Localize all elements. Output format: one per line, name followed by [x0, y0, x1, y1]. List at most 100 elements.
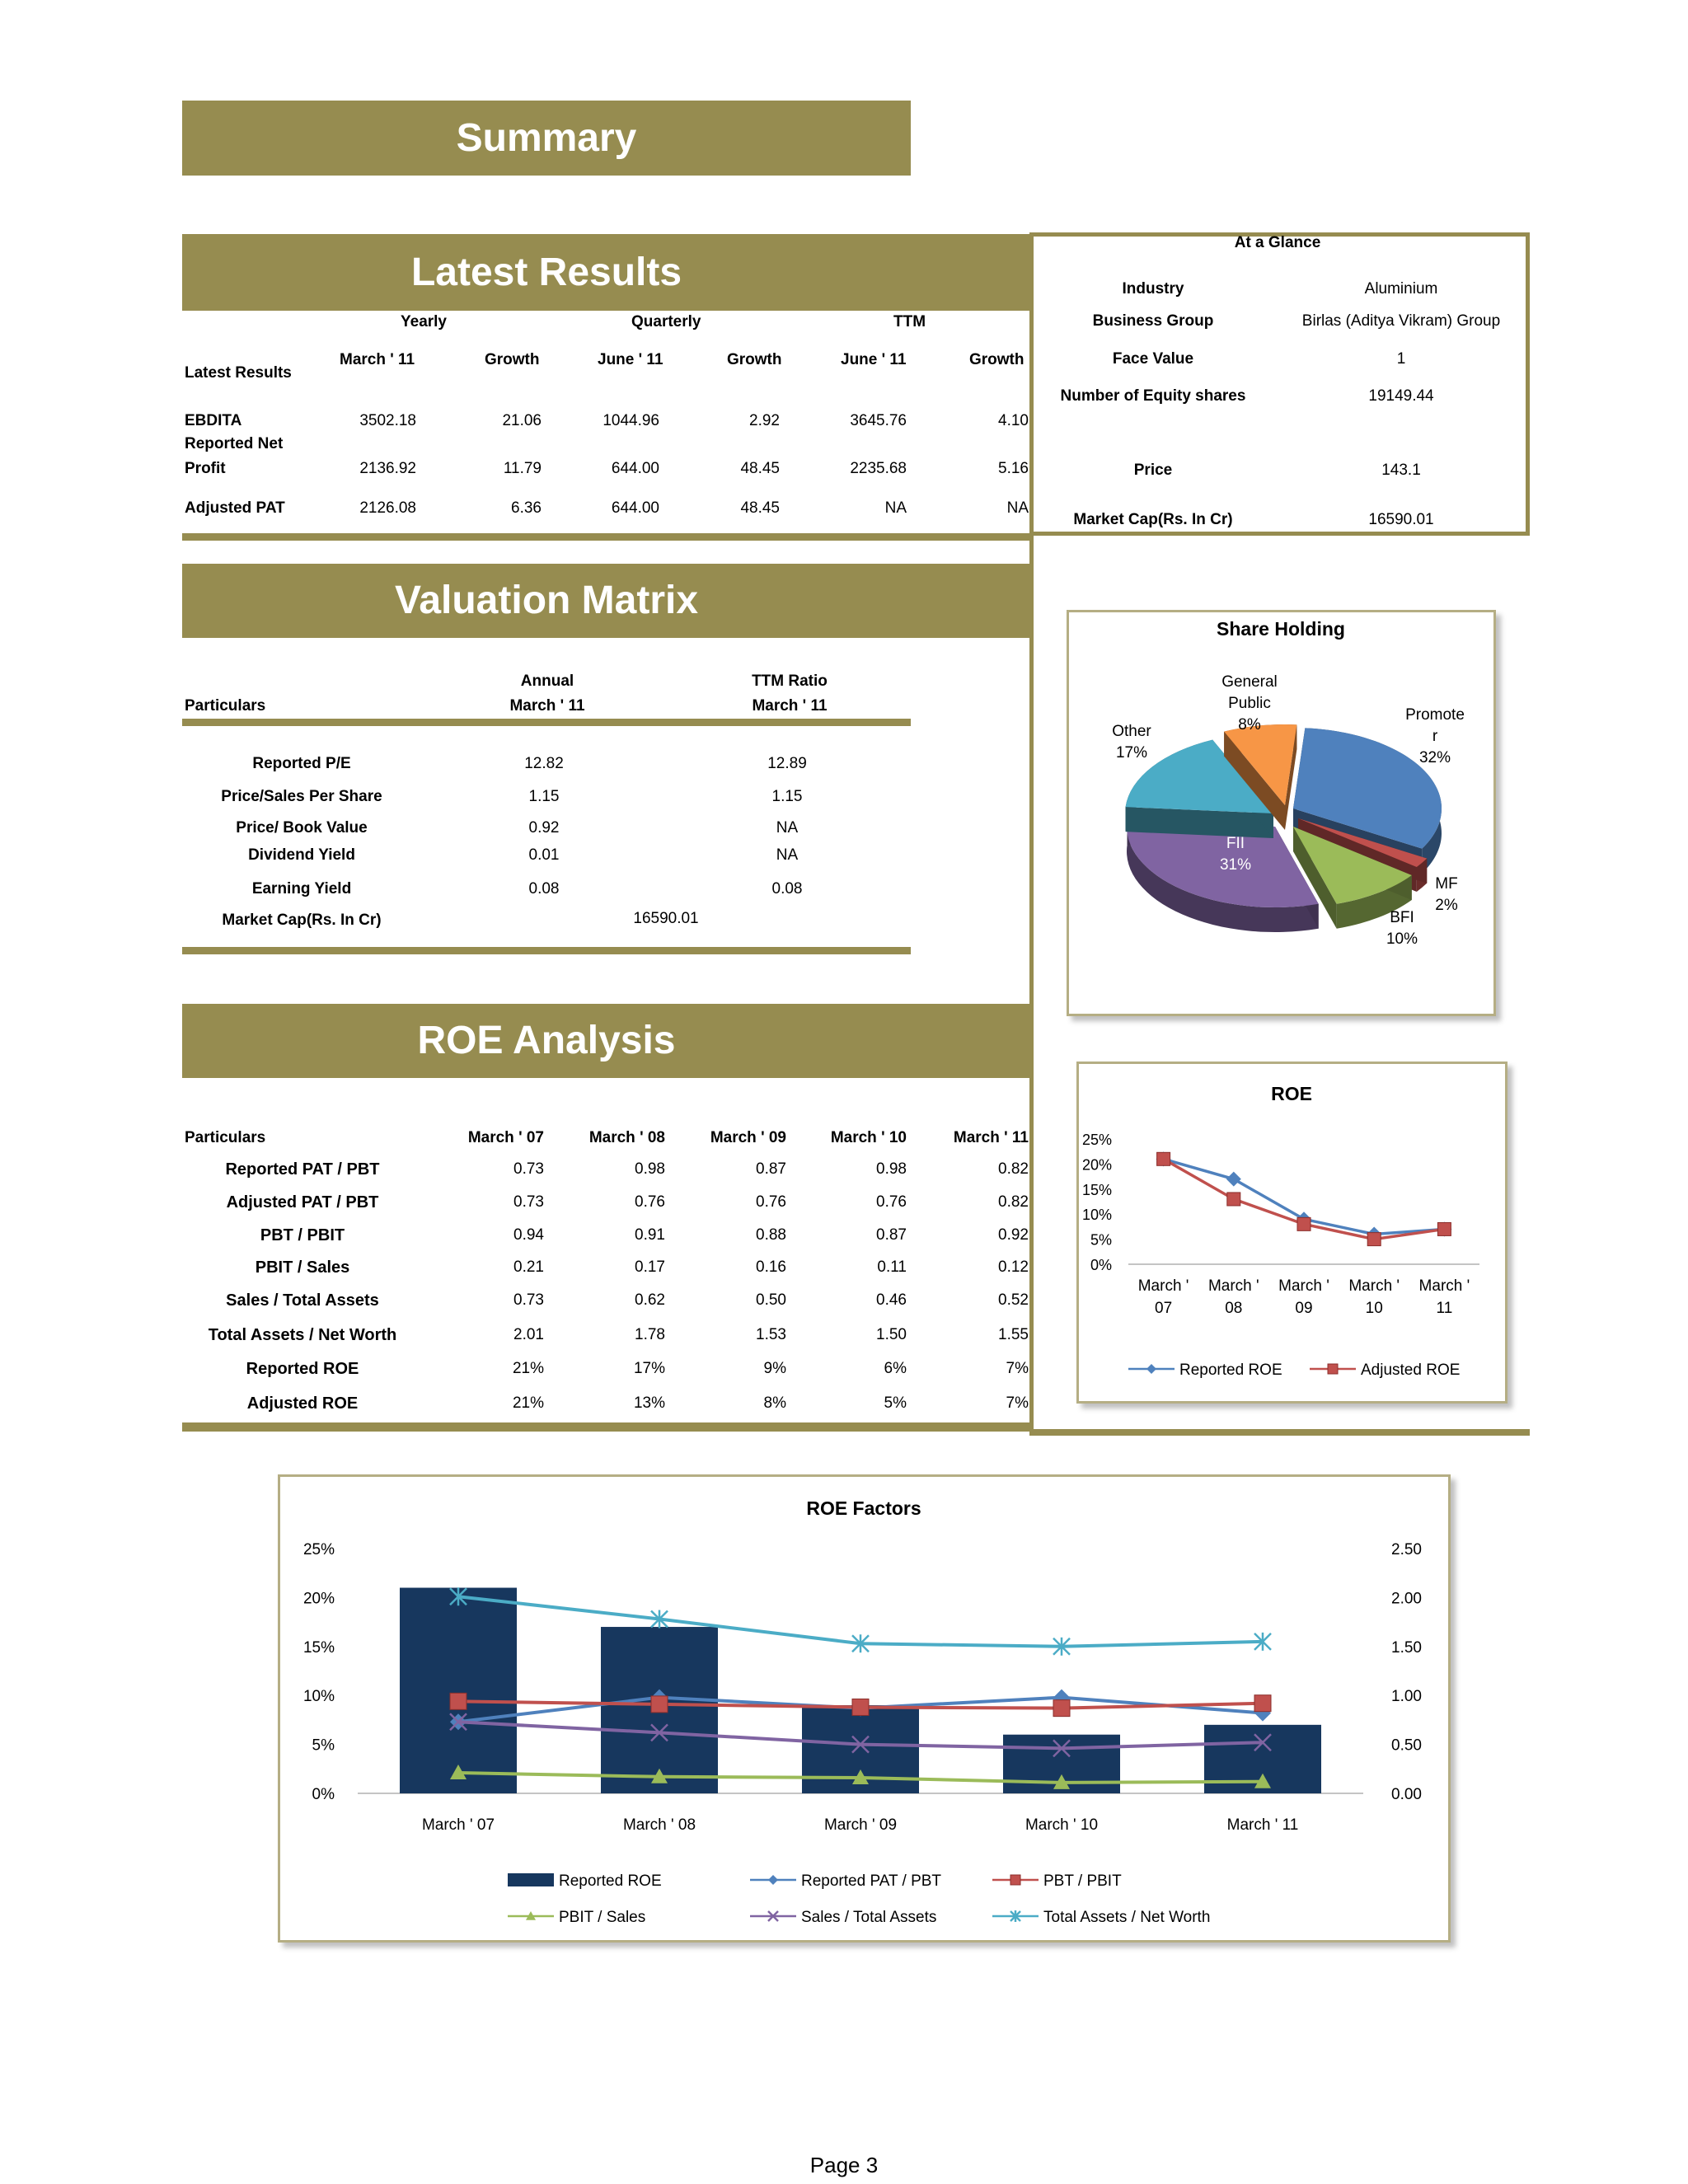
roe-value-cell: 0.21 [513, 1258, 544, 1276]
row-label-rnp-1: Reported Net [185, 435, 284, 452]
y2-tick-label: 1.50 [1391, 1639, 1422, 1657]
roe-value-cell: 0.62 [635, 1291, 665, 1309]
row-label-adjpat: Adjusted PAT [185, 499, 285, 517]
y-tick-label: 0% [312, 1786, 335, 1803]
roe-analysis-title: ROE Analysis [417, 1019, 676, 1062]
triangle-marker [852, 1769, 869, 1784]
pie-value-mf: 2% [1435, 897, 1458, 914]
x-marker [1254, 1733, 1272, 1752]
x-tick-label: March ' 07 [422, 1816, 495, 1834]
latest-value-cell: 2126.08 [359, 499, 416, 517]
col-header-2: Growth [485, 351, 540, 368]
latest-value-cell: 3502.18 [359, 412, 416, 429]
diamond-marker [1146, 1364, 1156, 1374]
y2-tick-label: 2.00 [1391, 1590, 1422, 1607]
star-marker [650, 1610, 668, 1629]
x-tick-label: March ' 10 [1025, 1816, 1098, 1834]
right-frame-bottom [1029, 1429, 1530, 1436]
roe-value-cell: 0.98 [635, 1160, 665, 1178]
roe-value-cell: 0.11 [877, 1258, 907, 1276]
chart-title: ROE [1271, 1083, 1312, 1104]
pie-slice-fii [1127, 820, 1319, 932]
roe-value-cell: 17% [633, 1360, 665, 1377]
latest-value-cell: 2136.92 [359, 460, 416, 477]
star-marker [1010, 1910, 1021, 1922]
roe-value-cell: 13% [633, 1394, 665, 1412]
square-marker [1010, 1874, 1021, 1886]
latest-value-cell: 2.92 [749, 412, 780, 429]
valuation-row-label: Dividend Yield [248, 846, 355, 864]
y-tick-label: 10% [1082, 1207, 1112, 1223]
y-tick-label: 20% [1082, 1156, 1112, 1173]
roe-value-cell: 0.91 [635, 1226, 665, 1244]
latest-results-title: Latest Results [410, 251, 682, 294]
latest-value-cell: 6.36 [511, 499, 542, 517]
roe-value-cell: 1.50 [876, 1326, 907, 1343]
valuation-annual-value: 0.92 [528, 819, 560, 837]
triangle-marker [526, 1911, 536, 1920]
legend-label: Sales / Total Assets [801, 1909, 936, 1926]
roe-value-cell: 0.73 [513, 1160, 544, 1178]
roe-row-label: PBIT / Sales [255, 1258, 350, 1277]
pie-label-fii: FII [1226, 835, 1245, 852]
valuation-title: Valuation Matrix [394, 579, 699, 622]
latest-results-rule [182, 533, 1031, 541]
legend-swatch [508, 1873, 554, 1886]
star-marker [1254, 1632, 1272, 1651]
roe-analysis-rule [182, 1422, 1031, 1432]
triangle-marker [1053, 1774, 1070, 1789]
x-marker [1053, 1739, 1071, 1758]
diamond-marker [1254, 1704, 1271, 1722]
square-marker [1156, 1151, 1171, 1166]
square-marker [851, 1698, 870, 1716]
roe-value-cell: 21% [512, 1394, 544, 1412]
roe-value-cell: 0.87 [876, 1226, 907, 1244]
legend-label: Reported ROE [559, 1872, 662, 1890]
val-col1-line2: March ' 11 [509, 697, 585, 715]
pie-label-other: Other [1112, 723, 1151, 740]
roe-year-header: March ' 11 [953, 1129, 1029, 1146]
valuation-row-label: Price/ Book Value [236, 819, 368, 837]
glance-label: Number of Equity shares [1060, 387, 1246, 405]
group-yearly: Yearly [401, 313, 447, 330]
roe-value-cell: 0.12 [998, 1258, 1029, 1276]
roe-row-label: Sales / Total Assets [226, 1291, 379, 1310]
y-tick-label: 15% [1082, 1182, 1112, 1198]
glance-label: Market Cap(Rs. In Cr) [1073, 511, 1233, 528]
roe-value-cell: 8% [763, 1394, 786, 1412]
glance-title: At a Glance [1234, 234, 1321, 251]
val-particulars: Particulars [185, 697, 266, 715]
row-label-rnp-2: Profit [185, 460, 226, 477]
pie-value-promoter: 32% [1419, 749, 1451, 766]
y2-tick-label: 0.50 [1391, 1737, 1422, 1755]
pie-value-fii: 31% [1220, 856, 1251, 874]
legend-label: Adjusted ROE [1361, 1361, 1460, 1379]
bar-reported-roe [400, 1587, 517, 1793]
x-marker [767, 1910, 779, 1922]
roe-year-header: March ' 08 [588, 1129, 665, 1146]
roe-value-cell: 2.01 [513, 1326, 544, 1343]
group-quarterly: Quarterly [631, 313, 701, 330]
valuation-row-label: Reported P/E [252, 755, 351, 772]
x-tick-label: March ' [1278, 1277, 1329, 1295]
valuation-header: Valuation Matrix [182, 564, 1031, 638]
glance-value: Birlas (Aditya Vikram) Group [1301, 312, 1501, 330]
chart-title: Share Holding [1217, 618, 1345, 640]
latest-value-cell: 644.00 [611, 499, 659, 517]
x-marker [449, 1713, 467, 1732]
valuation-annual-value: 1.15 [528, 788, 560, 805]
legend-label: Reported ROE [1179, 1361, 1282, 1379]
roe-line-svg: ROE 25% 20% 15% 10% 5% 0% March ' 07 March ' 08 Mar… [1082, 1083, 1479, 1379]
valuation-rule-top [182, 719, 911, 726]
roe-value-cell: 0.88 [756, 1226, 786, 1244]
latest-results-header: Latest Results [182, 234, 1031, 311]
x-marker [650, 1723, 668, 1742]
x-tick-label: March ' 11 [1227, 1816, 1299, 1834]
summary-header: Summary [182, 101, 911, 176]
y-tick-label: 5% [1090, 1232, 1112, 1249]
x-tick-label: 10 [1366, 1300, 1383, 1317]
roe-value-cell: 0.76 [635, 1193, 665, 1211]
col-header-6: Growth [969, 351, 1025, 368]
val-mcap-value: 16590.01 [633, 910, 699, 927]
x-tick-label: March ' 08 [623, 1816, 696, 1834]
